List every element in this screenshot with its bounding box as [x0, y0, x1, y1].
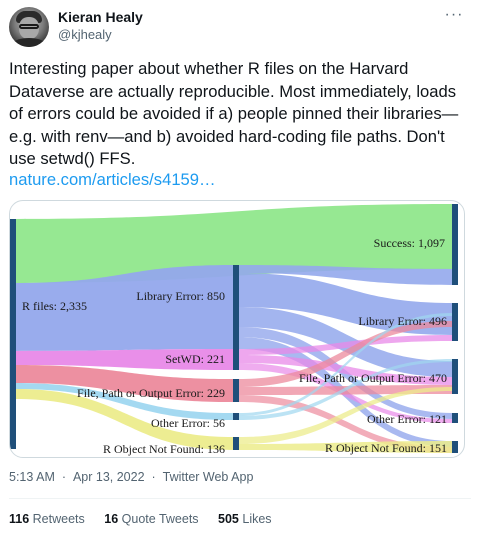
node-label-setwd: SetWD: 221	[165, 352, 225, 366]
quote-tweets-label: Quote Tweets	[121, 512, 199, 526]
node-label-robj1: R Object Not Found: 136	[103, 442, 225, 456]
likes-stat[interactable]: 505 Likes	[218, 512, 272, 526]
avatar-shirt	[12, 38, 46, 47]
sankey-flows	[16, 204, 452, 453]
author-handle[interactable]: @kjhealy	[58, 27, 112, 42]
sankey-labels: R files: 2,335 Library Error: 850 SetWD: 2…	[22, 236, 447, 456]
flow-success	[16, 204, 452, 283]
flow-setwd-to-path	[239, 355, 452, 385]
node-label-lib1: Library Error: 850	[136, 289, 225, 303]
node-path2	[452, 359, 458, 394]
node-label-lib2: Library Error: 496	[358, 314, 447, 328]
author-name[interactable]: Kieran Healy	[58, 9, 143, 25]
flow-lib-to-success	[239, 265, 452, 285]
node-label-rfiles: R files: 2,335	[22, 299, 87, 313]
avatar[interactable]	[9, 7, 49, 47]
more-options-icon[interactable]: ···	[444, 6, 464, 23]
node-path1	[233, 379, 239, 402]
tweet-source[interactable]: Twitter Web App	[162, 470, 254, 484]
flow-lib-to-lib	[239, 273, 452, 335]
node-label-other1: Other Error: 56	[151, 416, 225, 430]
engagement-stats: 116 Retweets 16 Quote Tweets 505 Likes	[9, 512, 288, 526]
flow-robj-to-robj	[239, 441, 452, 453]
node-lib2	[452, 303, 458, 341]
tweet-image[interactable]: R files: 2,335 Library Error: 850 SetWD: 2…	[9, 200, 465, 458]
node-robj1	[233, 437, 239, 450]
meta-separator: ·	[148, 470, 160, 484]
flow-robj-to-path	[239, 387, 452, 444]
retweets-label: Retweets	[32, 512, 85, 526]
tweet-text: Interesting paper about whether R files …	[9, 59, 459, 168]
flow-path-to-lib	[239, 321, 452, 387]
flow-other-to-path	[239, 359, 452, 420]
node-lib1	[233, 265, 239, 349]
flow-setwd	[16, 349, 233, 370]
node-setwd	[233, 349, 239, 370]
node-label-other2: Other Error: 121	[367, 412, 447, 426]
node-label-path1: File, Path or Output Error: 229	[77, 386, 225, 400]
likes-label: Likes	[242, 512, 272, 526]
sankey-nodes	[10, 204, 458, 453]
meta-separator: ·	[58, 470, 70, 484]
node-robj2	[452, 441, 458, 453]
quote-tweets-stat[interactable]: 16 Quote Tweets	[104, 512, 198, 526]
node-label-success: Success: 1,097	[374, 236, 445, 250]
node-success	[452, 204, 458, 285]
flow-other-error	[16, 383, 233, 420]
tweet-date[interactable]: Apr 13, 2022	[72, 470, 145, 484]
flow-path-to-robj	[239, 395, 452, 453]
node-rfiles	[10, 219, 16, 449]
tweet-link[interactable]: nature.com/articles/s4159…	[9, 170, 216, 189]
node-label-path2: File, Path or Output Error: 470	[299, 371, 447, 385]
tweet-meta: 5:13 AM · Apr 13, 2022 · Twitter Web App	[9, 470, 253, 484]
node-other2	[452, 413, 458, 423]
node-label-robj2: R Object Not Found: 151	[325, 441, 447, 455]
sankey-chart: R files: 2,335 Library Error: 850 SetWD: 2…	[10, 204, 458, 456]
divider	[9, 498, 471, 499]
retweets-stat[interactable]: 116 Retweets	[9, 512, 85, 526]
quote-tweets-count: 16	[104, 512, 119, 526]
likes-count: 505	[218, 512, 239, 526]
flow-library-error	[16, 265, 233, 351]
flow-robj-not-found	[16, 389, 233, 450]
flow-setwd-to-lib	[239, 335, 452, 355]
flow-other-to-lib	[239, 313, 452, 416]
flow-path-error	[16, 365, 233, 402]
tweet-time[interactable]: 5:13 AM	[9, 470, 55, 484]
retweets-count: 116	[9, 512, 30, 526]
avatar-glasses	[19, 24, 39, 29]
node-other1	[233, 413, 239, 420]
